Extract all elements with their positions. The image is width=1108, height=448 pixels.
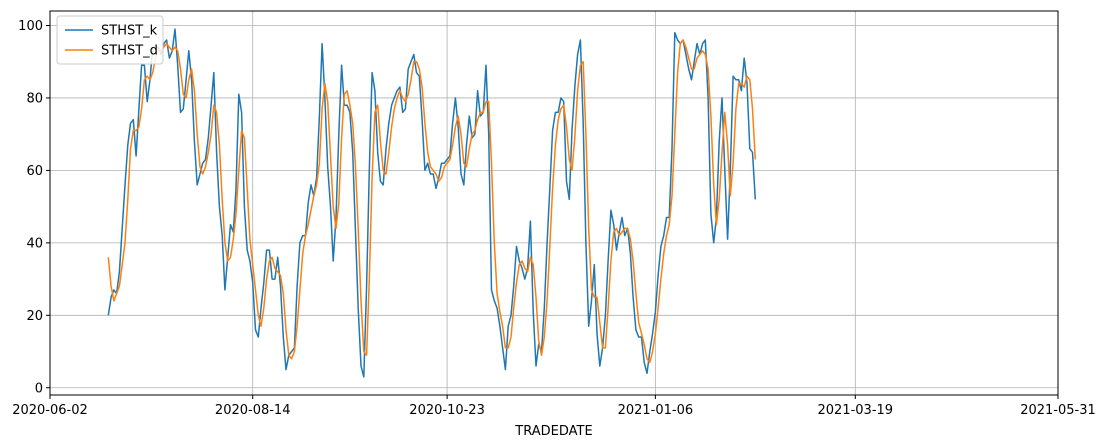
x-tick-label: 2020-10-23 [409, 403, 485, 418]
y-tick-label: 80 [26, 91, 43, 106]
series-line-STHST_k [108, 29, 755, 377]
legend-label: STHST_d [101, 44, 158, 59]
plot-frame [50, 11, 1058, 395]
legend-label: STHST_k [101, 24, 158, 39]
y-tick-label: 100 [18, 19, 43, 34]
x-tick-label: 2021-01-06 [618, 403, 694, 418]
x-tick-label: 2021-03-19 [818, 403, 894, 418]
x-axis-label: TRADEDATE [514, 424, 592, 439]
y-tick-label: 0 [35, 381, 43, 396]
series-lines [108, 29, 755, 377]
y-tick-label: 20 [26, 309, 43, 324]
y-axis-ticks: 0 20 40 60 80 100 [18, 19, 50, 396]
grid-lines [50, 11, 1058, 395]
series-line-STHST_d [108, 40, 755, 362]
x-axis-ticks: 2020-06-02 2020-08-14 2020-10-23 2021-01-06… [12, 395, 1096, 418]
x-tick-label: 2021-05-31 [1020, 403, 1096, 418]
y-tick-label: 40 [26, 236, 43, 251]
x-tick-label: 2020-06-02 [12, 403, 88, 418]
y-tick-label: 60 [26, 164, 43, 179]
legend: STHST_k STHST_d [57, 16, 163, 64]
x-tick-label: 2020-08-14 [215, 403, 291, 418]
